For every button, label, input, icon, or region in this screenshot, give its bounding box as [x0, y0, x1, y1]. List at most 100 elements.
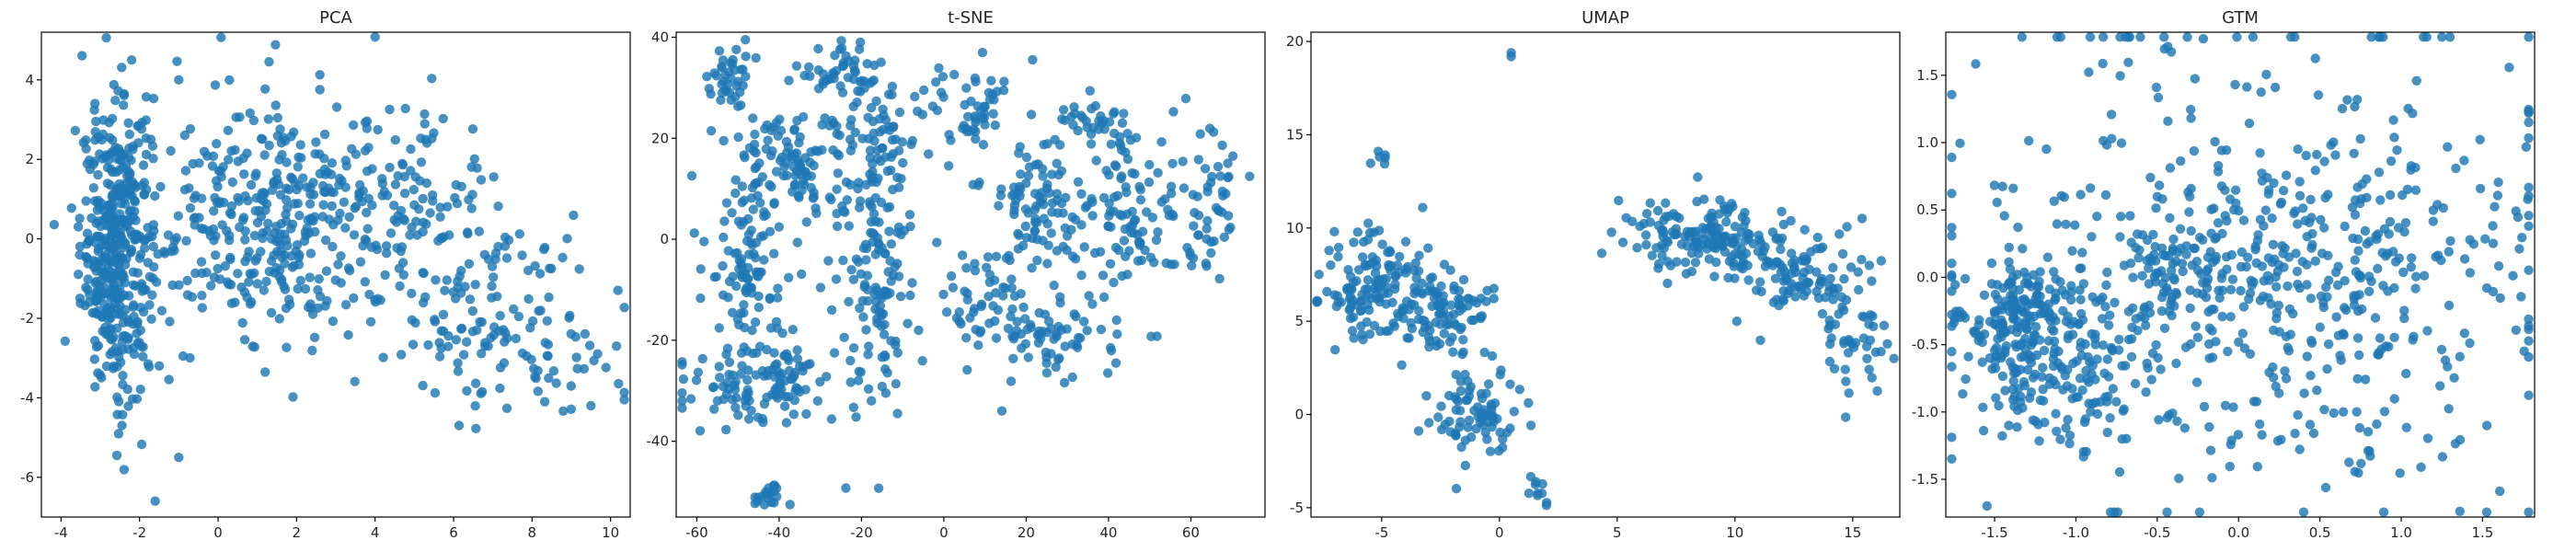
- gtm-data-point: [2202, 282, 2213, 293]
- tsne-data-point: [1071, 311, 1081, 322]
- pca-data-point: [148, 93, 159, 104]
- pca-data-point: [314, 274, 324, 284]
- pca-data-point: [464, 259, 475, 269]
- umap-data-point: [1752, 285, 1762, 295]
- pca-data-point: [501, 253, 512, 263]
- gtm-data-point: [2269, 178, 2279, 189]
- umap-data-point: [1455, 305, 1465, 316]
- pca-data-point: [86, 213, 97, 224]
- tsne-data-point: [1121, 182, 1131, 192]
- gtm-data-point: [2022, 364, 2033, 375]
- umap-data-point: [1525, 420, 1536, 431]
- gtm-data-point: [2399, 313, 2409, 324]
- gtm-data-point: [2095, 295, 2106, 305]
- gtm-data-point: [2257, 430, 2267, 440]
- pca-data-point: [462, 337, 472, 347]
- gtm-data-point: [2217, 228, 2227, 239]
- gtm-data-point: [2077, 247, 2087, 258]
- gtm-data-point: [2220, 400, 2231, 410]
- pca-data-point: [213, 181, 223, 192]
- tsne-data-point: [1014, 148, 1024, 158]
- tsne-data-point: [730, 188, 741, 199]
- umap-data-point: [1682, 226, 1693, 236]
- tsne-data-point: [886, 239, 896, 249]
- pca-data-point: [110, 343, 121, 353]
- gtm-data-point: [2455, 351, 2465, 362]
- tsne-data-point: [1112, 329, 1122, 339]
- gtm-data-point: [2023, 279, 2033, 289]
- tsne-data-point: [879, 329, 890, 339]
- tsne-data-point: [983, 292, 994, 302]
- umap-data-point: [1829, 363, 1840, 374]
- umap-data-point: [1843, 348, 1854, 358]
- umap-y-tick-label: 10: [1286, 220, 1304, 236]
- umap-data-point: [1723, 272, 1733, 283]
- pca-data-point: [132, 268, 143, 278]
- tsne-data-point: [1034, 307, 1044, 318]
- gtm-data-point: [2076, 294, 2086, 305]
- tsne-data-point: [853, 86, 863, 97]
- tsne-data-point: [862, 284, 873, 294]
- gtm-data-point: [2449, 373, 2459, 383]
- umap-data-point: [1799, 291, 1810, 301]
- gtm-data-point: [2115, 71, 2125, 81]
- tsne-data-point: [839, 332, 849, 342]
- pca-data-point: [222, 225, 232, 236]
- umap-data-point: [1364, 329, 1375, 339]
- pca-data-point: [189, 193, 200, 203]
- pca-data-point: [574, 264, 584, 274]
- gtm-data-point: [1997, 431, 2007, 441]
- tsne-data-point: [862, 270, 873, 281]
- pca-data-point: [305, 190, 316, 200]
- umap-data-point: [1357, 329, 1367, 339]
- gtm-data-point: [2156, 293, 2168, 303]
- gtm-data-point: [2157, 194, 2168, 204]
- tsne-data-point: [1001, 253, 1012, 263]
- gtm-data-point: [1990, 363, 2001, 374]
- pca-data-point: [327, 158, 338, 168]
- tsne-data-point: [1023, 208, 1033, 218]
- tsne-data-point: [1117, 118, 1128, 128]
- pca-data-point: [430, 387, 441, 398]
- tsne-data-point: [721, 198, 732, 208]
- gtm-data-point: [2465, 338, 2475, 349]
- tsne-data-point: [1167, 189, 1177, 199]
- gtm-data-point: [2524, 132, 2534, 144]
- pca-data-point: [367, 164, 377, 174]
- pca-data-point: [354, 188, 364, 199]
- tsne-data-point: [829, 118, 839, 128]
- umap-x-tick-label: 10: [1726, 524, 1743, 541]
- tsne-data-point: [792, 237, 802, 247]
- tsne-data-point: [1096, 324, 1107, 335]
- tsne-data-point: [1060, 223, 1071, 233]
- tsne-data-point: [775, 155, 786, 166]
- tsne-data-point: [732, 314, 742, 324]
- gtm-data-point: [2098, 58, 2108, 69]
- tsne-data-point: [797, 185, 807, 196]
- tsne-data-point: [740, 322, 750, 333]
- gtm-data-point: [1997, 319, 2007, 329]
- pca-data-point: [133, 138, 144, 148]
- pca-data-point: [234, 196, 244, 206]
- tsne-data-point: [788, 409, 799, 420]
- pca-data-point: [118, 331, 128, 341]
- gtm-data-point: [2105, 310, 2115, 320]
- tsne-data-point: [736, 100, 746, 110]
- gtm-data-point: [1997, 181, 2007, 191]
- tsne-data-point: [848, 343, 859, 353]
- tsne-data-point: [744, 249, 754, 259]
- gtm-data-point: [2363, 427, 2374, 437]
- umap-data-point: [1390, 279, 1400, 290]
- umap-data-point: [1417, 278, 1427, 289]
- umap-data-point: [1632, 243, 1642, 253]
- tsne-data-point: [1110, 358, 1121, 368]
- gtm-data-point: [2344, 457, 2354, 467]
- gtm-data-point: [2411, 75, 2421, 86]
- tsne-data-point: [1082, 201, 1092, 211]
- umap-data-point: [1400, 236, 1411, 247]
- tsne-data-point: [693, 367, 704, 377]
- pca-data-point: [148, 241, 158, 252]
- pca-data-point: [207, 161, 218, 171]
- gtm-data-point: [2408, 109, 2418, 119]
- umap-data-point: [1326, 260, 1336, 270]
